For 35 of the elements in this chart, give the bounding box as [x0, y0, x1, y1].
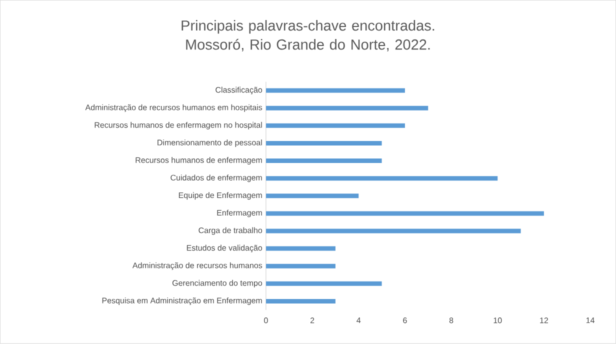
bar [266, 264, 336, 268]
x-tick-label: 14 [586, 318, 594, 324]
bar [266, 246, 336, 251]
x-tick-label: 2 [310, 318, 314, 324]
y-tick-label: Dimensionamento de pessoal [158, 140, 262, 148]
y-tick-label: Cuidados de enfermagem [170, 174, 262, 182]
y-tick-label: Administração de recursos humanos em hospitais [85, 104, 262, 112]
y-tick-label: Administração de recursos humanos [132, 262, 262, 270]
bar [266, 299, 336, 304]
bar [266, 106, 428, 110]
y-tick-label: Recursos humanos de enfermagem [136, 157, 262, 165]
x-tick-label: 10 [494, 318, 502, 324]
y-tick-label: Estudos de validação [186, 244, 262, 252]
y-tick-label: Gerenciamento do tempo [172, 280, 262, 288]
y-tick-label: Recursos humanos de enfermagem no hospital [94, 122, 262, 130]
y-tick-label: Carga de trabalho [198, 227, 262, 235]
chart-title: Principais palavras-chave encontradas. Mossoró, Rio Grande do Norte, 2022. [182, 20, 434, 52]
x-tick-label: 6 [403, 318, 407, 324]
y-tick-label: Classificação [216, 86, 262, 94]
x-tick-label: 8 [449, 318, 454, 324]
bar [266, 228, 521, 234]
y-tick-label: Equipe de Enfermagem [178, 192, 262, 200]
bar [266, 194, 359, 198]
bar [266, 88, 405, 93]
bar [266, 211, 544, 216]
x-tick-label: 12 [540, 318, 548, 324]
bar [266, 124, 405, 128]
y-tick-label: Pesquisa em Administração em Enfermagem [102, 298, 262, 306]
x-tick-label: 0 [264, 318, 268, 324]
bar [266, 158, 382, 164]
x-tick-label: 4 [356, 318, 361, 324]
bar [266, 176, 498, 181]
bar [266, 141, 382, 146]
y-tick-label: Enfermagem [217, 210, 262, 218]
bar [266, 282, 382, 286]
